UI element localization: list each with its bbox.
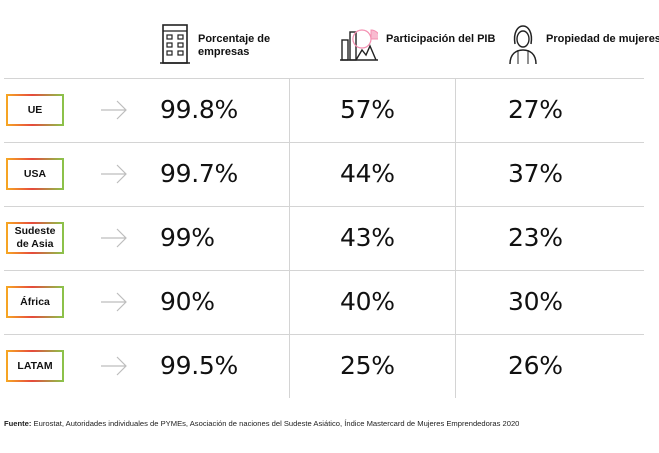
column-divider: [455, 78, 456, 398]
table-row: África 90% 40% 30%: [4, 270, 644, 335]
arrow-right-icon: [101, 356, 127, 376]
cell-value: 25%: [340, 351, 395, 380]
source-text: Eurostat, Autoridades individuales de PY…: [33, 419, 520, 428]
cell-value: 99.7%: [160, 159, 238, 188]
column-label: Propiedad de mujeres: [546, 33, 659, 45]
region-badge: USA: [6, 158, 64, 190]
cell-value: 90%: [160, 287, 215, 316]
table-row: USA 99.7% 44% 37%: [4, 142, 644, 207]
cell-value: 99.5%: [160, 351, 238, 380]
cell-value: 23%: [508, 223, 563, 252]
gdp-chart-icon: [340, 29, 378, 61]
table-row: LATAM 99.5% 25% 26%: [4, 334, 644, 398]
table-row: Sudeste de Asia 99% 43% 23%: [4, 206, 644, 271]
cell-value: 40%: [340, 287, 395, 316]
cell-value: 30%: [508, 287, 563, 316]
region-badge: África: [6, 286, 64, 318]
table-row: UE 99.8% 57% 27%: [4, 78, 644, 143]
arrow-right-icon: [101, 228, 127, 248]
arrow-right-icon: [101, 100, 127, 120]
cell-value: 27%: [508, 95, 563, 124]
arrow-right-icon: [101, 164, 127, 184]
arrow-right-icon: [101, 292, 127, 312]
column-divider: [289, 78, 290, 398]
table-header: Porcentaje de empresas Participación del…: [0, 0, 659, 78]
region-badge: Sudeste de Asia: [6, 222, 64, 254]
woman-icon: [509, 25, 537, 65]
region-badge: UE: [6, 94, 64, 126]
cell-value: 44%: [340, 159, 395, 188]
cell-value: 57%: [340, 95, 395, 124]
data-table: UE 99.8% 57% 27% USA 99.7% 44% 37% Sudes…: [4, 78, 644, 398]
cell-value: 99.8%: [160, 95, 238, 124]
building-icon: [160, 24, 190, 64]
source-note: Fuente: Eurostat, Autoridades individual…: [4, 419, 654, 428]
cell-value: 37%: [508, 159, 563, 188]
column-label: Participación del PIB: [386, 33, 496, 45]
cell-value: 99%: [160, 223, 215, 252]
column-label: Porcentaje de empresas: [198, 33, 271, 58]
source-label: Fuente:: [4, 419, 32, 428]
cell-value: 26%: [508, 351, 563, 380]
cell-value: 43%: [340, 223, 395, 252]
region-badge: LATAM: [6, 350, 64, 382]
